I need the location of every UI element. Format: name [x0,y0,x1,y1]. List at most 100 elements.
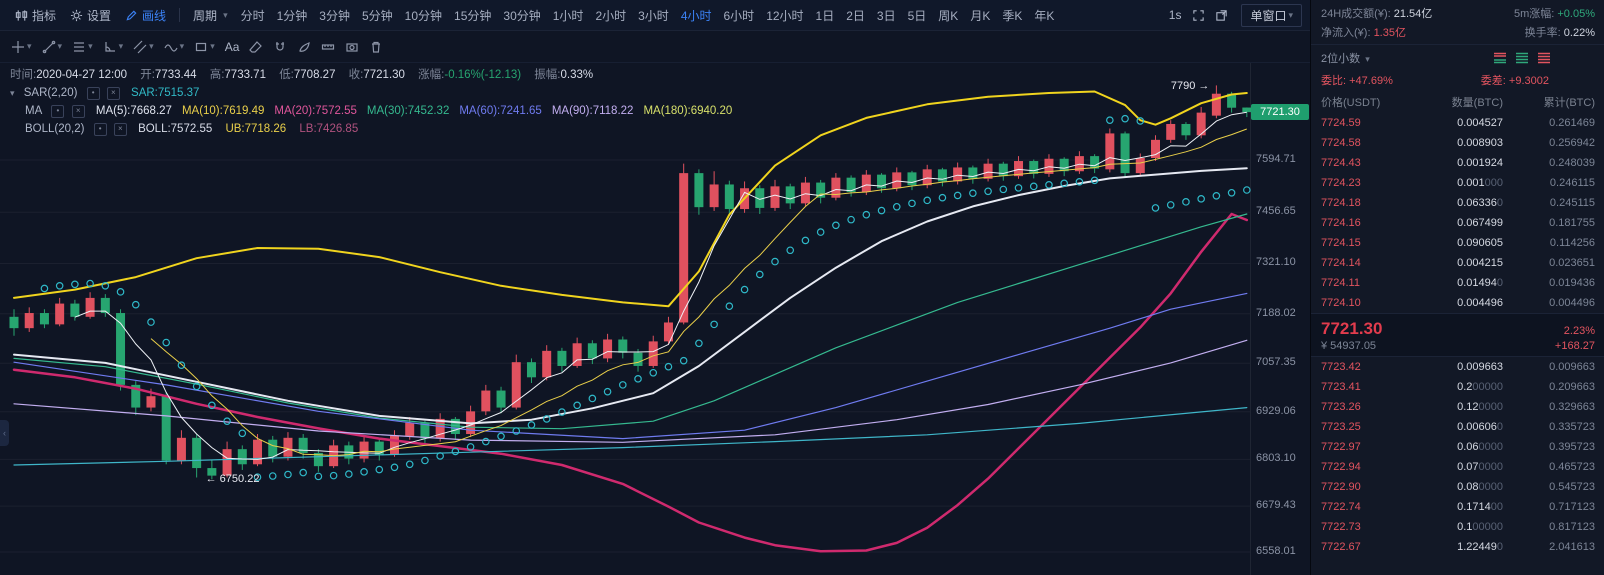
bids-list: 7723.42 0.009663 0.009663 7723.41 0.200000 0.… [1311,357,1604,557]
ask-row[interactable]: 7724.14 0.004215 0.023651 [1321,257,1595,269]
bid-row[interactable]: 7722.67 1.224490 2.041613 [1321,541,1595,553]
timeframe-3小时[interactable]: 3小时 [638,8,669,23]
pencil-icon [126,10,137,21]
ask-row[interactable]: 7724.43 0.001924 0.248039 [1321,157,1595,169]
popout-icon[interactable] [1210,9,1233,22]
bid-row[interactable]: 7723.41 0.200000 0.209663 [1321,381,1595,393]
bid-row[interactable]: 7723.25 0.006060 0.335723 [1321,421,1595,433]
measure-tool[interactable] [316,32,340,62]
chevron-down-icon: ▾ [57,41,63,51]
chevron-down-icon: ▾ [179,41,185,51]
bid-row[interactable]: 7722.97 0.060000 0.395723 [1321,441,1595,453]
ask-row[interactable]: 7724.15 0.090605 0.114256 [1321,237,1595,249]
timeframe-周K[interactable]: 周K [938,8,959,23]
settings-label: 设置 [87,8,112,23]
window-mode-label: 单窗口 [1250,8,1287,23]
timeframe-5分钟[interactable]: 5分钟 [361,8,393,23]
chevron-down-icon: ▾ [223,9,228,20]
bid-row[interactable]: 7723.42 0.009663 0.009663 [1321,361,1595,373]
angle-tool[interactable]: ▾ [98,32,129,62]
indicator-icon [15,9,28,21]
chevron-down-icon: ▾ [1288,9,1293,20]
timeframe-6小时[interactable]: 6小时 [723,8,755,23]
eraser-tool[interactable] [244,32,268,62]
last-change-percent: 2.23% [1563,325,1595,337]
chart-pane: 指标 设置 画线 周期 ▾ 分时 1分钟 3分钟 5分钟 10分钟 15分钟 30分钟 1小时… [0,0,1311,575]
interval-badge[interactable]: 1s [1168,8,1182,22]
last-price: 7721.30 [1321,319,1383,338]
turnover-rate: 0.22% [1563,27,1595,39]
ask-row[interactable]: 7724.58 0.008903 0.256942 [1321,137,1595,149]
timeframe-1分钟[interactable]: 1分钟 [276,8,308,23]
timeframe-1日[interactable]: 1日 [815,8,835,23]
trendline-tool[interactable]: ▾ [37,32,68,62]
timeframe-15分钟[interactable]: 15分钟 [454,8,492,23]
last-price-block[interactable]: 7721.30 2.23% ¥ 54937.05 +168.27 [1311,313,1604,357]
draw-label: 画线 [142,8,167,23]
chevron-down-icon: ▾ [149,41,154,51]
ask-row[interactable]: 7724.16 0.067499 0.181755 [1321,217,1595,229]
timeframe-年K[interactable]: 年K [1034,8,1055,23]
drawing-toolbar: ▾ ▾ ▾ ▾ ▾ ▾ ▾ Aa [0,31,1310,63]
ask-row[interactable]: 7724.18 0.063360 0.245115 [1321,197,1595,209]
timeframe-3日[interactable]: 3日 [876,8,896,23]
timeframe-30分钟[interactable]: 30分钟 [503,8,541,23]
shapes-tool[interactable]: ▾ [189,32,220,62]
timeframe-5日[interactable]: 5日 [907,8,927,23]
chart-toolbar: 指标 设置 画线 周期 ▾ 分时 1分钟 3分钟 5分钟 10分钟 15分钟 30分钟 1小时… [0,0,1310,31]
period-dropdown[interactable]: 周期 ▾ [186,0,235,30]
ask-row[interactable]: 7724.10 0.004496 0.004496 [1321,297,1595,309]
ask-row[interactable]: 7724.11 0.014940 0.019436 [1321,277,1595,289]
screenshot-tool[interactable] [340,32,364,62]
draw-button[interactable]: 画线 [118,0,173,30]
timeframe-3分钟[interactable]: 3分钟 [319,8,350,23]
timeframe-月K[interactable]: 月K [970,8,991,23]
settings-button[interactable]: 设置 [63,0,118,30]
precision-dropdown[interactable]: 2位小数 ▾ [1321,53,1370,65]
bid-row[interactable]: 7722.94 0.070000 0.465723 [1321,461,1595,473]
layout-asks-icon[interactable] [1537,52,1551,64]
chevron-down-icon: ▾ [27,41,32,51]
wave-tool[interactable]: ▾ [159,32,190,62]
bid-row[interactable]: 7722.90 0.080000 0.545723 [1321,481,1595,493]
delete-tool[interactable] [364,32,388,62]
channel-tool[interactable]: ▾ [128,32,159,62]
order-ratio-row: 委比: +47.69% 委差: +9.3002 [1311,71,1604,91]
magnet-tool[interactable] [268,32,292,62]
timeframe-12小时[interactable]: 12小时 [766,8,804,23]
text-tool[interactable]: Aa [224,39,240,54]
bid-row[interactable]: 7722.74 0.171400 0.717123 [1321,501,1595,513]
indicators-button[interactable]: 指标 [8,0,63,30]
timeframe-2日[interactable]: 2日 [846,8,865,23]
orderbook-controls: 2位小数 ▾ [1311,45,1604,71]
brush-tool[interactable] [292,32,316,62]
layout-both-icon[interactable] [1493,52,1507,64]
timeframe-4小时[interactable]: 4小时 [680,8,712,23]
candlestick-chart[interactable] [0,0,1310,575]
change-5m: +0.05% [1557,8,1595,20]
timeframe-2小时[interactable]: 2小时 [595,8,627,23]
toolbar-divider [179,8,181,22]
gear-icon [70,9,83,21]
window-mode-button[interactable]: 单窗口 ▾ [1241,3,1302,27]
timeframe-季K[interactable]: 季K [1002,8,1023,23]
fib-tool[interactable]: ▾ [67,32,98,62]
timeframe-分时[interactable]: 分时 [240,8,265,23]
market-stats: 24H成交额(¥): 21.54亿 5m涨幅: +0.05% 净流入(¥): 1… [1311,0,1604,45]
last-change-abs: +168.27 [1554,340,1595,352]
bid-row[interactable]: 7722.73 0.100000 0.817123 [1321,521,1595,533]
crosshair-tool[interactable]: ▾ [6,32,37,62]
bid-row[interactable]: 7723.26 0.120000 0.329663 [1321,401,1595,413]
period-label: 周期 [193,8,218,23]
fullscreen-icon[interactable] [1187,9,1210,22]
net-inflow: 1.35亿 [1373,27,1406,39]
timeframe-list: 分时 1分钟 3分钟 5分钟 10分钟 15分钟 30分钟 1小时 2小时 3小时 4小时 6小时 12… [235,7,1061,24]
ask-row[interactable]: 7724.23 0.001000 0.246115 [1321,177,1595,189]
ask-row[interactable]: 7724.59 0.004527 0.261469 [1321,117,1595,129]
left-panel-handle[interactable]: ‹ [0,420,9,446]
layout-bids-icon[interactable] [1515,52,1529,64]
timeframe-10分钟[interactable]: 10分钟 [404,8,443,23]
volume-24h: 21.54亿 [1393,8,1433,20]
order-ratio: 委比: +47.69% [1321,75,1393,87]
timeframe-1小时[interactable]: 1小时 [552,8,584,23]
